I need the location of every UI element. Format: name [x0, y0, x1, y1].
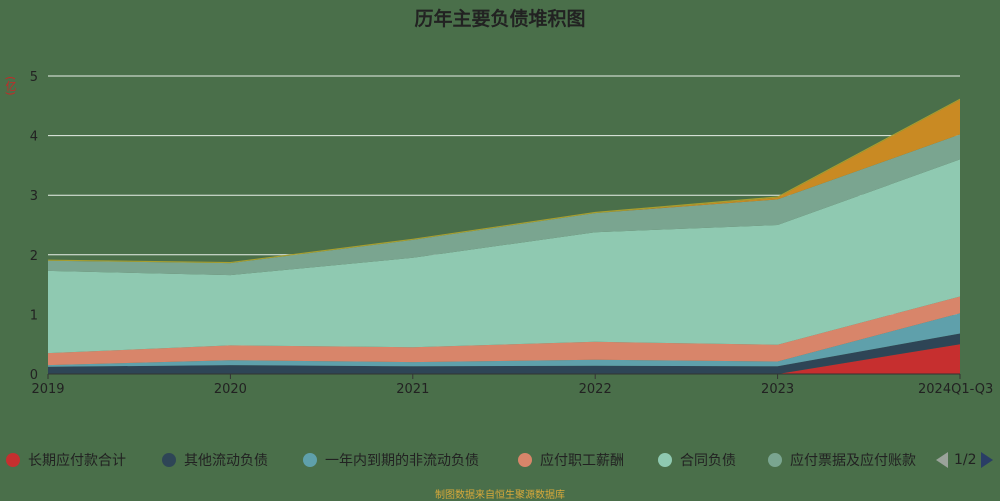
- area-series-band: [48, 344, 960, 374]
- y-tick-label: 0: [30, 368, 38, 383]
- x-tick-label: 2019: [31, 382, 64, 397]
- page-indicator: 1/2: [954, 452, 977, 468]
- y-tick-label: 5: [30, 70, 38, 85]
- area-series: [48, 98, 960, 374]
- legend-item[interactable]: 应付职工薪酬: [518, 448, 624, 472]
- x-tick-label: 2024Q1-Q3: [918, 382, 993, 397]
- x-tick-label: 2021: [396, 382, 429, 397]
- area-series-band: [48, 296, 960, 366]
- y-tick-label: 3: [30, 189, 38, 204]
- legend-label: 合同负债: [680, 453, 736, 469]
- y-axis-label: (亿): [4, 76, 17, 96]
- legend-label: 长期应付款合计: [28, 453, 126, 469]
- legend-label: 应付职工薪酬: [540, 453, 624, 469]
- legend: 长期应付款合计 其他流动负债 一年内到期的非流动负债 应付职工薪酬 合同负债 应…: [0, 448, 1000, 472]
- legend-dot-icon: [162, 453, 176, 467]
- data-source-note: 制图数据来自恒生聚源数据库: [435, 490, 565, 501]
- next-page-icon[interactable]: [980, 452, 993, 468]
- x-tick-label: 2020: [214, 382, 247, 397]
- legend-label: 应付票据及应付账款: [790, 453, 916, 469]
- legend-dot-icon: [768, 453, 782, 467]
- legend-pager: 1/2: [936, 448, 993, 472]
- y-tick-label: 1: [30, 308, 38, 323]
- area-series-band: [48, 134, 960, 276]
- legend-item[interactable]: 一年内到期的非流动负债: [303, 448, 479, 472]
- legend-label: 其他流动负债: [184, 453, 268, 469]
- legend-dot-icon: [6, 453, 20, 467]
- legend-item[interactable]: 应付票据及应付账款: [768, 448, 916, 472]
- x-tick-label: 2022: [579, 382, 612, 397]
- legend-dot-icon: [658, 453, 672, 467]
- legend-item[interactable]: 长期应付款合计: [6, 448, 126, 472]
- prev-page-icon[interactable]: [936, 452, 948, 468]
- legend-dot-icon: [518, 453, 532, 467]
- area-series-band: [48, 159, 960, 354]
- stacked-area-chart: 0 1 2 3 4 5 2019 2020 2021 2022 2023 2024Q1-Q3: [30, 70, 994, 397]
- axes: 0 1 2 3 4 5 2019 2020 2021 2022 2023 2024Q1-Q3: [30, 70, 994, 397]
- x-tick-label: 2023: [761, 382, 794, 397]
- legend-item[interactable]: 合同负债: [658, 448, 736, 472]
- area-series-band: [48, 333, 960, 374]
- chart-title: 历年主要负债堆积图: [414, 8, 586, 30]
- y-tick-label: 4: [30, 130, 38, 145]
- legend-item[interactable]: 其他流动负债: [162, 448, 268, 472]
- y-tick-label: 2: [30, 249, 38, 264]
- legend-label: 一年内到期的非流动负债: [325, 453, 479, 469]
- legend-dot-icon: [303, 453, 317, 467]
